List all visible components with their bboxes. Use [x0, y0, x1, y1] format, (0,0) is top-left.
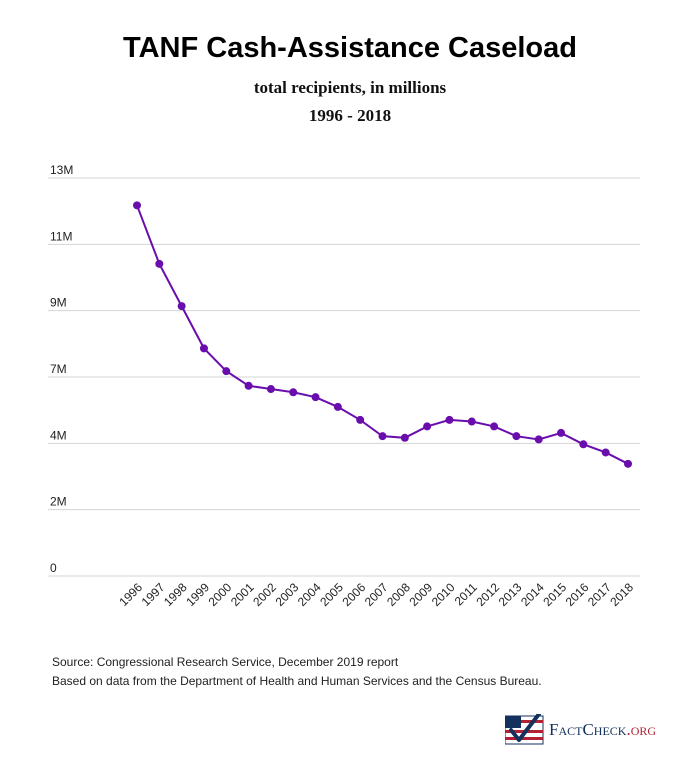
data-point [467, 417, 476, 426]
chart-date-range: 1996 - 2018 [308, 106, 392, 125]
x-tick-label: 2004 [295, 580, 324, 609]
gridlines [48, 177, 640, 577]
factcheck-logo[interactable]: FactCheck.org [504, 712, 675, 746]
data-note: Based on data from the Department of Hea… [52, 674, 542, 688]
x-tick-label: 2017 [585, 580, 614, 609]
x-tick-label: 2003 [273, 580, 302, 609]
y-axis-tick-labels: 0 2M 4M 7M 9M 11M 13M [50, 163, 73, 575]
data-point [400, 433, 409, 442]
data-points [133, 201, 632, 468]
data-point [557, 428, 566, 437]
data-point [155, 259, 164, 268]
x-tick-label: 1998 [161, 580, 190, 609]
data-point [512, 432, 521, 441]
x-tick-label: 1996 [116, 580, 145, 609]
data-point [490, 422, 499, 431]
x-tick-label: 2001 [228, 580, 257, 609]
data-point [579, 440, 588, 449]
chart-title: TANF Cash-Assistance Caseload [123, 32, 577, 64]
data-point [378, 432, 387, 441]
logo-wordmark: FactCheck.org [549, 720, 657, 739]
data-point [177, 302, 186, 311]
x-tick-label: 2005 [317, 580, 346, 609]
chart-subtitle: total recipients, in millions [253, 78, 447, 97]
x-tick-label: 2014 [518, 580, 547, 609]
x-tick-label: 2010 [429, 580, 458, 609]
flag-check-icon [504, 712, 544, 745]
data-point [199, 344, 208, 353]
data-point [423, 422, 432, 431]
y-tick-label: 2M [50, 495, 67, 509]
data-point [266, 385, 275, 394]
x-tick-label: 2016 [563, 580, 592, 609]
y-tick-label: 0 [50, 561, 57, 575]
x-tick-label: 2018 [607, 580, 636, 609]
data-point [244, 381, 253, 390]
data-point [601, 448, 610, 457]
y-tick-label: 7M [50, 362, 67, 376]
x-tick-label: 2008 [384, 580, 413, 609]
y-tick-label: 11M [50, 229, 72, 243]
data-point [356, 415, 365, 424]
x-tick-label: 2009 [406, 580, 435, 609]
data-point [133, 201, 141, 210]
x-tick-label: 2002 [250, 580, 279, 609]
x-tick-label: 1999 [183, 580, 212, 609]
y-tick-label: 9M [50, 296, 67, 310]
data-point [222, 367, 231, 376]
data-point [311, 393, 320, 402]
x-tick-label: 2007 [362, 580, 391, 609]
line-chart: 0 2M 4M 7M 9M 11M 13M 199619971998199920002001… [48, 163, 640, 609]
data-point [445, 415, 454, 424]
source-line: Source: Congressional Research Service, … [52, 655, 399, 669]
data-point [534, 435, 543, 444]
x-tick-label: 2015 [540, 580, 569, 609]
x-tick-label: 2000 [206, 580, 235, 609]
y-tick-label: 4M [50, 428, 67, 442]
x-tick-label: 1997 [139, 580, 168, 609]
x-axis-tick-labels: 1996199719981999200020012002200320042005… [116, 580, 636, 609]
x-tick-label: 2011 [452, 580, 480, 608]
x-tick-label: 2006 [340, 580, 369, 609]
data-point [333, 402, 342, 411]
data-point [289, 388, 298, 397]
x-tick-label: 2013 [496, 580, 525, 609]
data-point [624, 459, 632, 468]
x-tick-label: 2012 [473, 580, 502, 609]
y-tick-label: 13M [50, 163, 73, 177]
